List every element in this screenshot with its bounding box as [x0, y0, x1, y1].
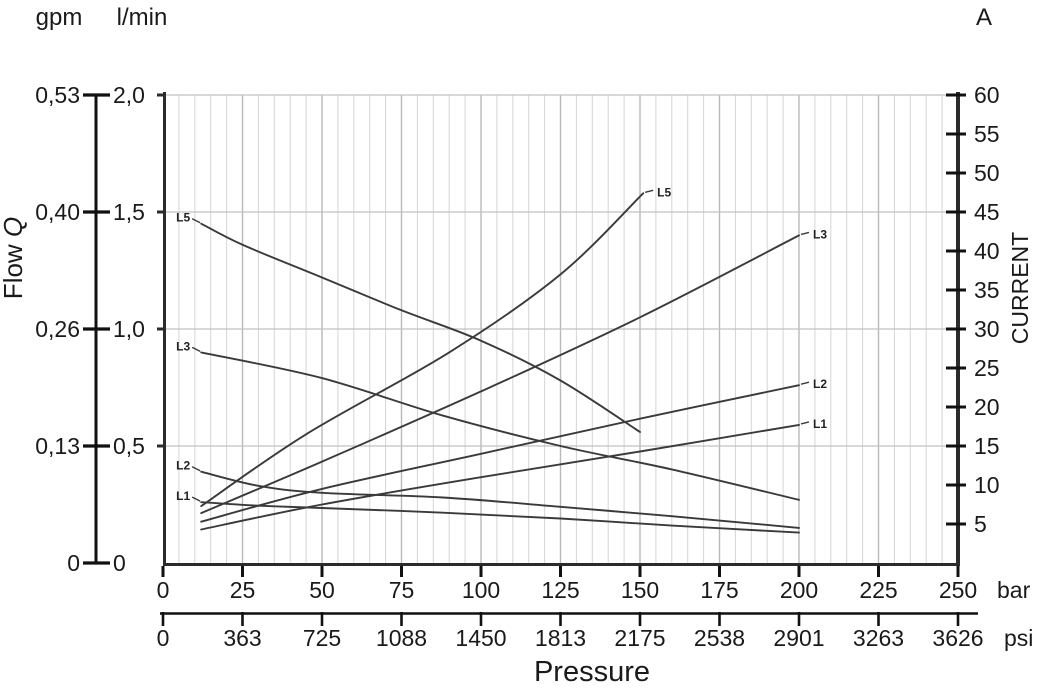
current-axis-tick-label: 5	[974, 511, 987, 537]
curve-label-leader	[191, 496, 201, 502]
current-axis-tick-label: 20	[974, 394, 1000, 420]
psi-axis-tick-label: 2175	[614, 625, 665, 651]
curve-label-l5-current: L5	[657, 185, 671, 199]
psi-axis-tick-label: 725	[303, 625, 341, 651]
psi-axis-tick-label: 0	[157, 625, 170, 651]
bar-axis-tick-label: 225	[859, 577, 897, 603]
flow-axis-title: Flow Q	[0, 217, 28, 299]
current-axis-tick-label: 10	[974, 472, 1000, 498]
ampere-unit-label: A	[976, 4, 992, 31]
curve-label-l5-flow: L5	[176, 211, 190, 225]
gpm-unit-label: gpm	[36, 4, 83, 31]
curve-label-leader	[191, 346, 201, 353]
bar-axis-tick-label: 0	[157, 577, 170, 603]
current-axis-title: CURRENT	[1007, 232, 1033, 344]
psi-axis-tick-label: 1450	[455, 625, 506, 651]
bar-unit-suffix: bar	[997, 577, 1031, 603]
psi-axis-tick-label: 3263	[853, 625, 904, 651]
bar-axis-tick-label: 175	[700, 577, 738, 603]
current-axis-tick-label: 45	[974, 199, 1000, 225]
current-axis-tick-label: 55	[974, 121, 1000, 147]
current-axis-tick-label: 40	[974, 238, 1000, 264]
flow-axis-lmin-tick-label: 0,5	[113, 433, 145, 459]
flow-axis-gpm-tick-label: 0	[67, 550, 80, 576]
current-axis: 60 55 50 45 40 35 30 25 20 15 10 5	[946, 82, 1000, 537]
current-axis-tick-label: 15	[974, 433, 1000, 459]
plot-frame	[157, 92, 960, 566]
bar-axis-tick-label: 125	[541, 577, 579, 603]
curve-l3-current	[200, 234, 800, 515]
curve-labels: L5 L3 L2 L1 L5 L3 L2 L1	[176, 185, 827, 503]
psi-axis-tick-label: 363	[223, 625, 261, 651]
curve-label-l1-current: L1	[813, 417, 827, 431]
curve-label-leader	[191, 218, 201, 224]
bar-axis-tick-label: 75	[389, 577, 415, 603]
curve-label-leader	[645, 189, 654, 193]
curve-label-l3-flow: L3	[176, 339, 190, 353]
curve-label-leader	[800, 231, 810, 236]
bar-axis-tick-label: 50	[309, 577, 335, 603]
lmin-unit-label: l/min	[117, 4, 168, 31]
curves	[200, 192, 800, 534]
flow-axis-lmin-tick-label: 0	[113, 550, 126, 576]
psi-axis-tick-label: 1813	[535, 625, 586, 651]
bar-axis-tick-label: 100	[462, 577, 500, 603]
bar-axis-tick-label: 250	[939, 577, 977, 603]
curve-label-l2-current: L2	[813, 377, 827, 391]
flow-axis: 0,53 2,0 0,40 1,5 0,26 1,0 0,13 0,5 0 0	[35, 82, 145, 576]
curve-l3-flow	[200, 351, 800, 501]
curve-l5-current	[200, 192, 645, 508]
bar-axis-tick-label: 25	[230, 577, 256, 603]
curve-l1-flow	[200, 501, 800, 534]
current-axis-tick-label: 50	[974, 160, 1000, 186]
flow-axis-lmin-tick-label: 1,5	[113, 199, 145, 225]
pressure-axis-title: Pressure	[534, 656, 650, 688]
curve-label-l1-flow: L1	[176, 489, 190, 503]
flow-axis-gpm-tick-label: 0,26	[35, 316, 80, 342]
psi-axis-tick-label: 2901	[773, 625, 824, 651]
curve-l1-current	[200, 423, 800, 531]
curve-label-leader	[191, 466, 201, 472]
current-axis-tick-label: 60	[974, 82, 1000, 108]
flow-axis-gpm-tick-label: 0,40	[35, 199, 80, 225]
current-axis-tick-label: 25	[974, 355, 1000, 381]
curve-l2-flow	[200, 470, 800, 529]
psi-unit-suffix: psi	[1004, 625, 1033, 651]
bar-axis-tick-label: 150	[621, 577, 659, 603]
psi-axis-tick-label: 2538	[694, 625, 745, 651]
flow-axis-title-word: Flow	[0, 244, 28, 299]
curve-label-l3-current: L3	[813, 227, 827, 241]
flow-axis-title-symbol: Q	[0, 217, 28, 237]
psi-axis-tick-label: 3626	[932, 625, 983, 651]
current-axis-tick-label: 30	[974, 316, 1000, 342]
pressure-bar-axis: 0 25 50 75 100 125 150 175 200 225 250	[157, 566, 977, 603]
psi-axis-tick-label: 1088	[376, 625, 427, 651]
current-axis-tick-label: 35	[974, 277, 1000, 303]
curve-l5-flow	[200, 222, 641, 433]
curve-label-leader	[800, 381, 810, 385]
flow-axis-gpm-tick-label: 0,53	[35, 82, 80, 108]
bar-axis-tick-label: 200	[780, 577, 818, 603]
flow-axis-lmin-tick-label: 2,0	[113, 82, 145, 108]
curve-label-l2-flow: L2	[176, 459, 190, 473]
curve-l2-current	[200, 384, 800, 523]
pressure-psi-axis: 0 363 725 1088 1450 1813 2175 2538 2901 3263 3626	[157, 612, 984, 651]
flow-axis-lmin-tick-label: 1,0	[113, 316, 145, 342]
flow-axis-gpm-tick-label: 0,13	[35, 433, 80, 459]
gridlines	[163, 94, 958, 563]
curve-label-leader	[800, 421, 810, 425]
